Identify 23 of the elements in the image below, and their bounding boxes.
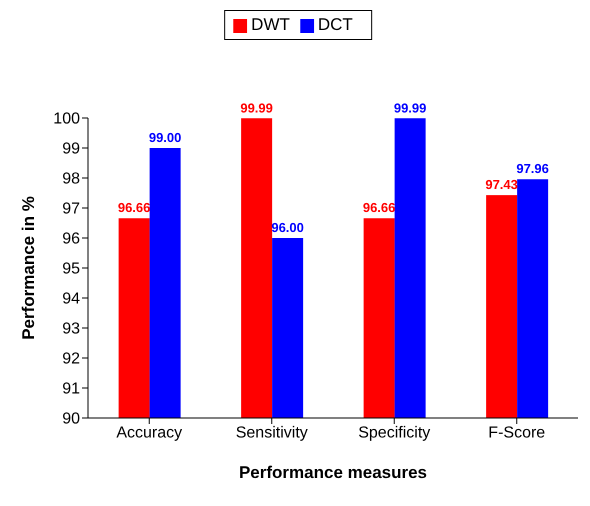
legend-label: DCT xyxy=(318,15,353,34)
y-tick-label: 99 xyxy=(62,140,80,158)
y-tick-label: 97 xyxy=(62,200,80,218)
y-tick-label: 100 xyxy=(53,110,80,128)
y-tick-label: 93 xyxy=(62,320,80,338)
legend-label: DWT xyxy=(251,15,290,34)
x-tick-label: Specificity xyxy=(358,424,430,442)
y-tick-label: 96 xyxy=(62,230,80,248)
data-label: 99.99 xyxy=(394,100,426,116)
x-tick-label: F-Score xyxy=(488,424,546,442)
y-tick-label: 94 xyxy=(62,290,80,308)
x-tick-label: Accuracy xyxy=(116,424,182,442)
x-axis-title: Performance measures xyxy=(238,463,428,482)
data-label: 97.96 xyxy=(516,161,549,176)
y-tick-label: 95 xyxy=(62,260,80,278)
data-label: 99.99 xyxy=(240,100,273,116)
x-tick-label: Sensitivity xyxy=(236,424,308,442)
data-label: 99.00 xyxy=(148,130,182,145)
y-axis-title: Performance in % xyxy=(19,196,38,340)
y-tick-label: 91 xyxy=(62,380,80,398)
y-tick-label: 90 xyxy=(62,410,80,428)
y-tick-label: 98 xyxy=(62,170,80,188)
y-tick-label: 92 xyxy=(62,350,80,368)
